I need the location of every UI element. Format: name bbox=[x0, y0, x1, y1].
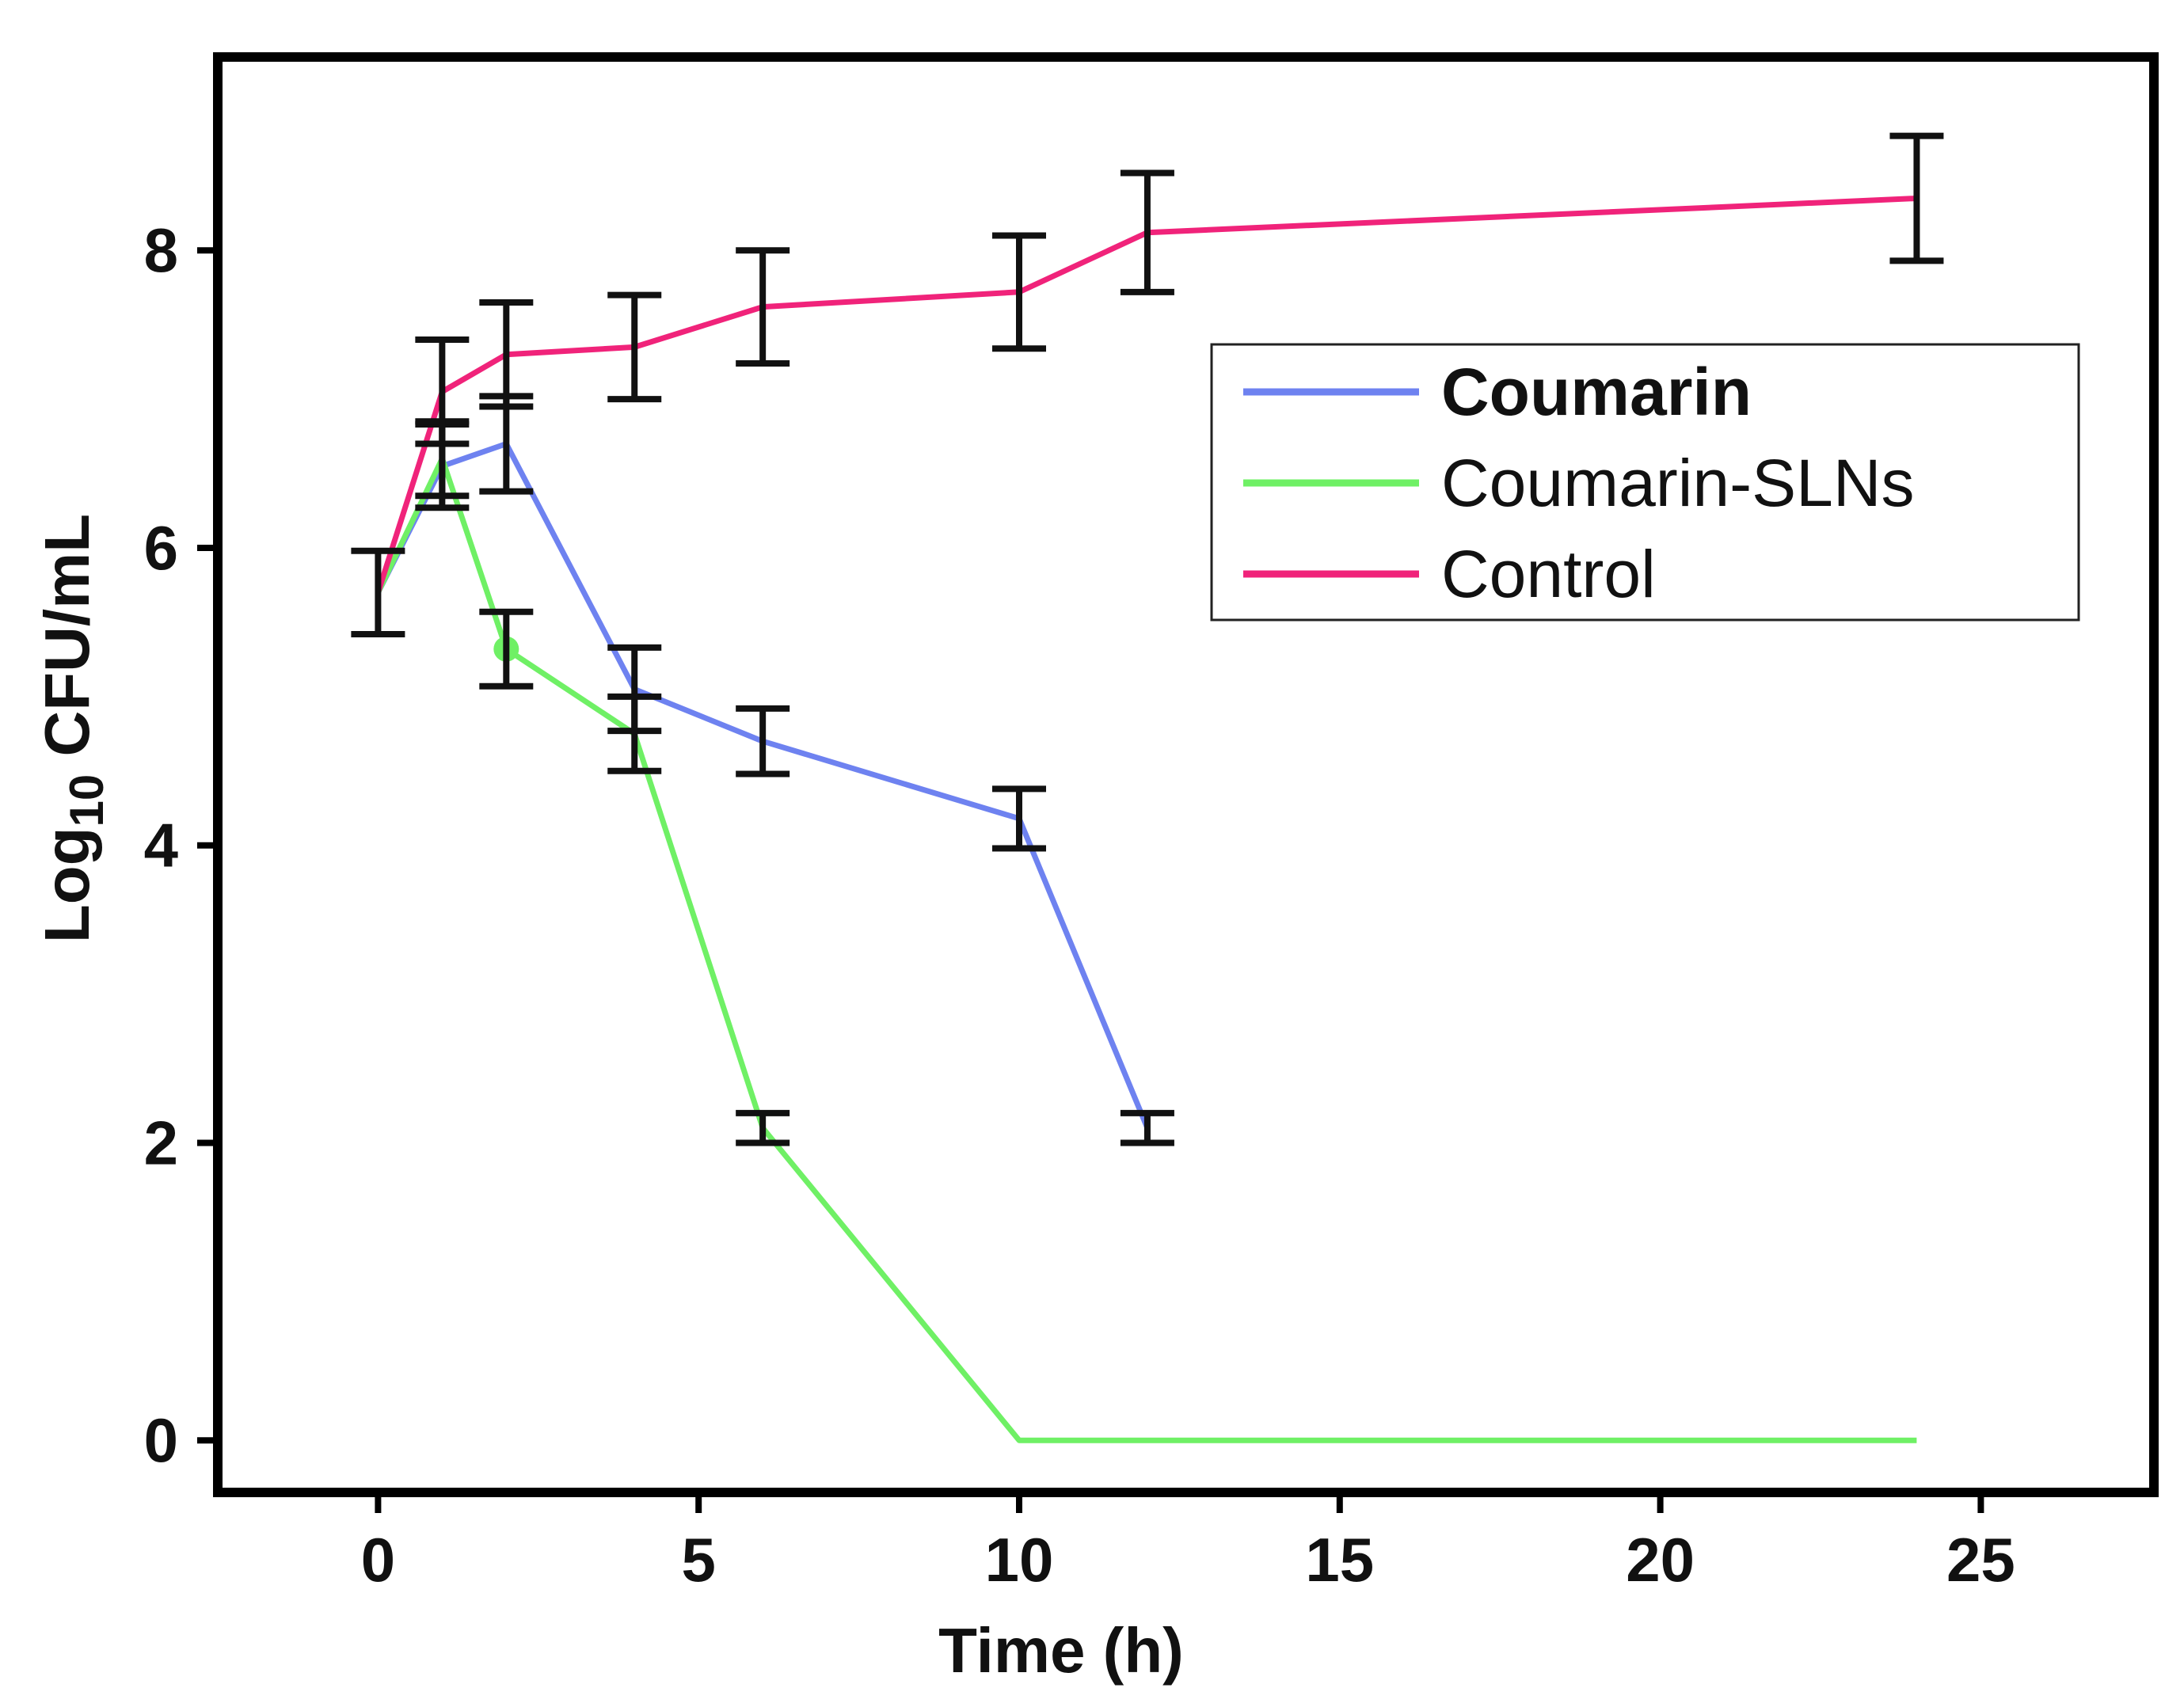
error-bar bbox=[992, 232, 1047, 352]
error-bar bbox=[736, 247, 790, 367]
error-bar bbox=[479, 608, 534, 690]
legend-label: Control bbox=[1441, 537, 1656, 611]
error-bar bbox=[1889, 132, 1944, 264]
legend: Coumarin Coumarin-SLNs Control bbox=[1210, 343, 2080, 622]
y-tick-label: 4 bbox=[144, 811, 178, 880]
y-axis-title-subscript: 10 bbox=[60, 774, 113, 827]
y-tick-label: 8 bbox=[144, 215, 178, 285]
legend-entry: Coumarin-SLNs bbox=[1243, 446, 1915, 520]
y-tick-label: 2 bbox=[144, 1108, 178, 1177]
error-bar bbox=[607, 693, 662, 774]
error-bar bbox=[351, 547, 405, 637]
error-bar bbox=[479, 298, 534, 410]
error-bar bbox=[415, 336, 470, 447]
y-axis-title: Log10 CFU/mL bbox=[32, 514, 113, 943]
plot-frame bbox=[213, 52, 2159, 1497]
legend-entry: Control bbox=[1243, 537, 1656, 611]
legend-label: Coumarin bbox=[1441, 355, 1752, 429]
x-tick-label: 5 bbox=[682, 1525, 716, 1595]
error-bar bbox=[736, 1109, 790, 1146]
error-bar bbox=[736, 705, 790, 777]
error-bar bbox=[1120, 169, 1174, 295]
x-axis-title: Time (h) bbox=[938, 1615, 1184, 1686]
legend-entry: Coumarin bbox=[1243, 355, 1752, 429]
error-bar bbox=[607, 291, 662, 403]
error-bar bbox=[992, 785, 1047, 852]
series-line-control bbox=[375, 196, 1917, 594]
y-axis-title-main: Log bbox=[32, 827, 102, 944]
legend-label: Coumarin-SLNs bbox=[1441, 446, 1915, 520]
error-bar bbox=[1120, 1109, 1174, 1146]
y-axis-title-rest: CFU/mL bbox=[32, 514, 102, 774]
y-tick-label: 0 bbox=[144, 1405, 178, 1475]
x-tick-label: 15 bbox=[1305, 1525, 1374, 1595]
x-tick-label: 10 bbox=[985, 1525, 1054, 1595]
x-tick-label: 0 bbox=[361, 1525, 395, 1595]
y-tick-label: 6 bbox=[144, 513, 178, 583]
x-tick-label: 25 bbox=[1946, 1525, 2015, 1595]
axes-layer: 0 5 10 15 20 25 0 2 4 6 8 bbox=[144, 52, 2159, 1595]
errorbar-layer bbox=[351, 132, 1944, 1146]
x-tick-label: 20 bbox=[1626, 1525, 1695, 1595]
